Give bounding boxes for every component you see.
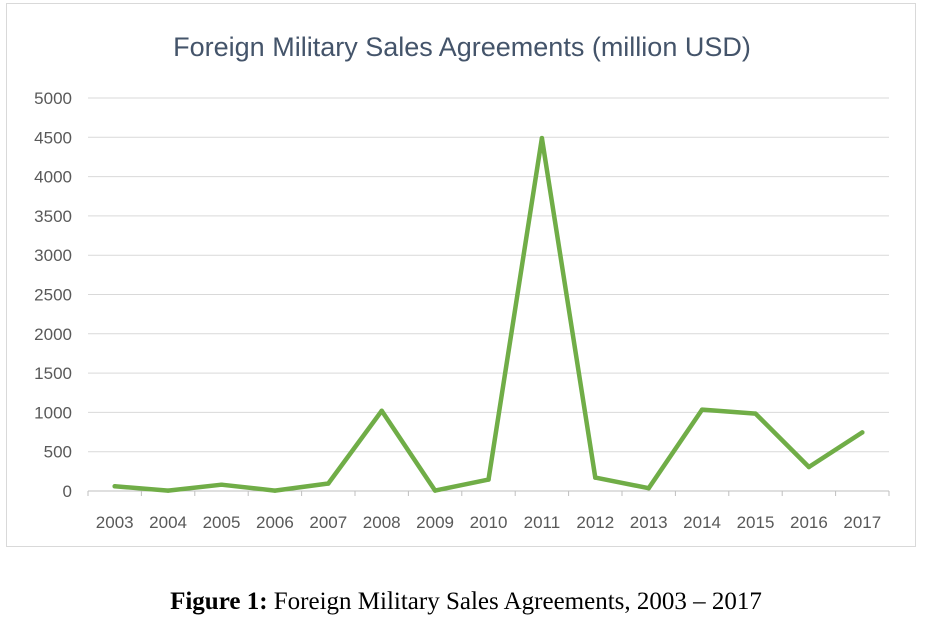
- y-tick-label: 1500: [34, 364, 72, 383]
- x-tick-label: 2014: [683, 513, 721, 532]
- data-point: [646, 486, 651, 491]
- y-tick-label: 5000: [34, 89, 72, 108]
- x-tick-label: 2006: [256, 513, 294, 532]
- chart-container: [6, 3, 916, 547]
- data-point: [860, 430, 865, 435]
- x-tick-label: 2010: [470, 513, 508, 532]
- y-tick-label: 4000: [34, 168, 72, 187]
- figure-caption-text: Foreign Military Sales Agreements, 2003 …: [267, 588, 762, 615]
- y-axis-ticks: 0 500 1000 1500 2000 2500 3000 3500 4000 4500 5000: [34, 89, 72, 501]
- y-tick-label: 4500: [34, 128, 72, 147]
- data-point: [539, 135, 545, 141]
- x-tick-label: 2003: [96, 513, 134, 532]
- y-tick-label: 3000: [34, 246, 72, 265]
- x-tick-label: 2015: [737, 513, 775, 532]
- x-tick-label: 2013: [630, 513, 668, 532]
- data-point: [272, 488, 278, 493]
- x-tick-label: 2004: [149, 513, 187, 532]
- data-point: [486, 477, 491, 482]
- x-tick-label: 2012: [576, 513, 614, 532]
- gridlines: [88, 97, 889, 492]
- data-point: [593, 475, 598, 480]
- data-point: [806, 464, 812, 470]
- data-point: [326, 481, 331, 486]
- data-point: [165, 488, 171, 493]
- data-point: [432, 488, 438, 493]
- data-point: [753, 411, 758, 416]
- series-layer: [112, 135, 865, 493]
- data-point: [699, 407, 705, 412]
- series-line: [112, 135, 865, 493]
- data-point: [112, 484, 117, 489]
- line-chart: Foreign Military Sales Agreements (milli…: [34, 32, 890, 532]
- y-tick-label: 1000: [34, 403, 72, 422]
- x-tick-label: 2007: [309, 513, 347, 532]
- y-tick-label: 0: [63, 482, 72, 501]
- figure-caption-label: Figure 1:: [170, 588, 268, 615]
- data-point: [219, 482, 224, 487]
- x-tick-label: 2016: [790, 513, 828, 532]
- y-tick-label: 500: [44, 443, 72, 462]
- x-tick-label: 2008: [363, 513, 401, 532]
- x-axis-ticks: 2003 2004 2005 2006 2007 2008 2009 2010 2011 2012…: [87, 491, 890, 532]
- data-point: [379, 408, 384, 414]
- x-tick-label: 2005: [203, 513, 241, 532]
- x-tick-label: 2011: [524, 513, 561, 532]
- figure-caption: Figure 1: Foreign Military Sales Agreeme…: [0, 588, 932, 616]
- y-tick-label: 3500: [34, 207, 72, 226]
- y-tick-label: 2000: [34, 325, 72, 344]
- chart-title: Foreign Military Sales Agreements (milli…: [173, 32, 751, 62]
- x-tick-label: 2009: [416, 513, 454, 532]
- y-tick-label: 2500: [34, 286, 72, 305]
- x-tick-label: 2017: [843, 513, 881, 532]
